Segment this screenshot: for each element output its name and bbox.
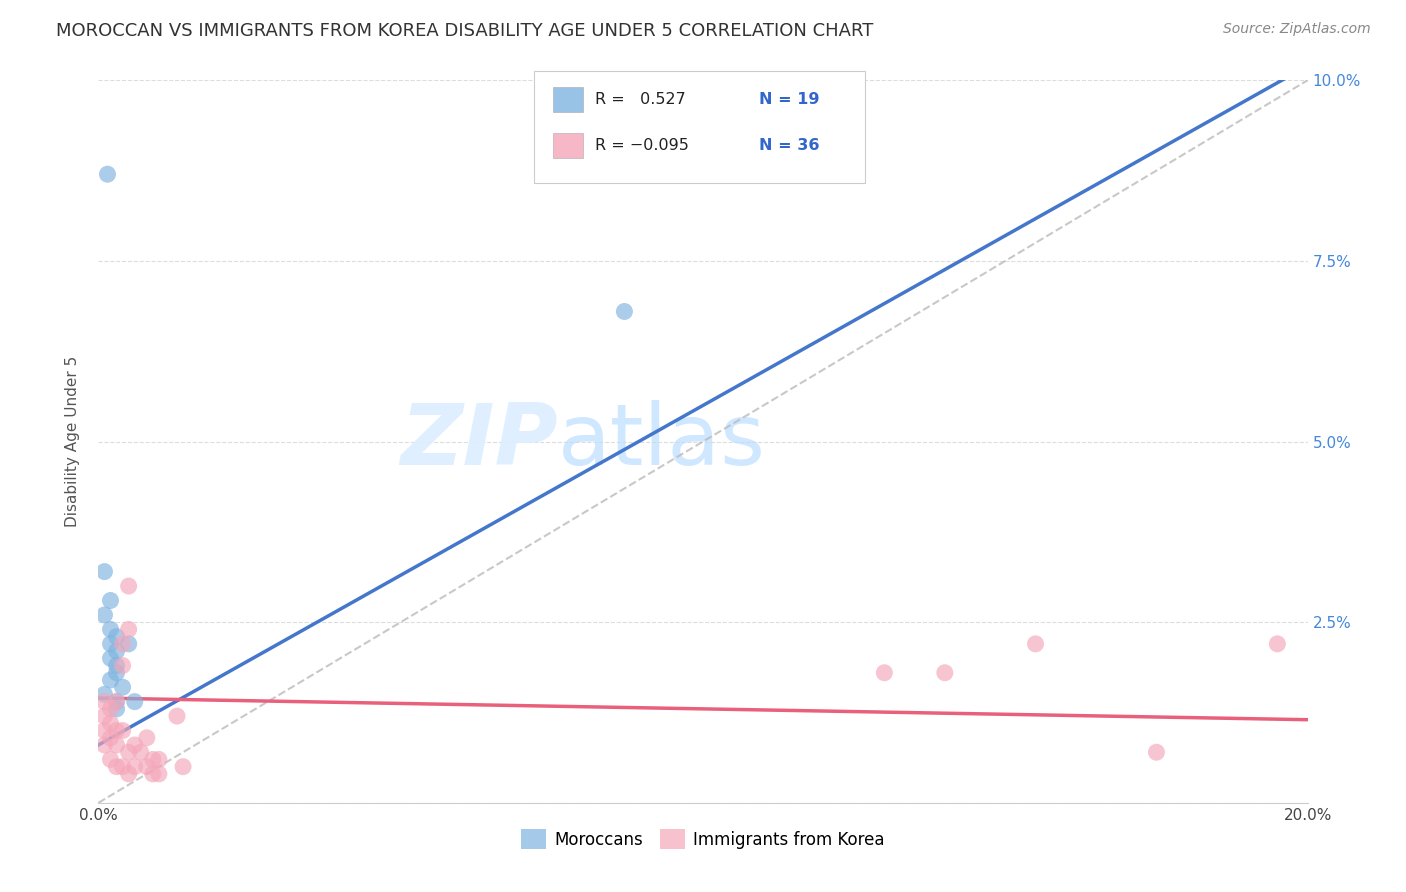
Point <box>105 695 128 709</box>
Point <box>111 723 134 738</box>
Legend: Moroccans, Immigrants from Korea: Moroccans, Immigrants from Korea <box>515 822 891 856</box>
Text: R = −0.095: R = −0.095 <box>595 138 689 153</box>
Point <box>100 637 122 651</box>
Point <box>124 738 146 752</box>
Point <box>135 731 157 745</box>
Point <box>105 760 128 774</box>
Point <box>93 687 115 701</box>
Text: N = 36: N = 36 <box>759 138 820 153</box>
Point <box>613 304 636 318</box>
Point <box>93 695 115 709</box>
Point <box>93 607 115 622</box>
Point <box>93 723 115 738</box>
Point <box>100 593 122 607</box>
Point <box>142 752 165 766</box>
Point <box>100 752 122 766</box>
Point <box>1144 745 1167 759</box>
Point <box>129 745 152 759</box>
Point <box>111 680 134 694</box>
Point <box>105 644 128 658</box>
Point <box>100 673 122 687</box>
Point <box>166 709 188 723</box>
Point <box>105 738 128 752</box>
Point <box>105 723 128 738</box>
Y-axis label: Disability Age Under 5: Disability Age Under 5 <box>65 356 80 527</box>
Text: atlas: atlas <box>558 400 766 483</box>
Point <box>111 658 134 673</box>
Text: Source: ZipAtlas.com: Source: ZipAtlas.com <box>1223 22 1371 37</box>
Point <box>1024 637 1046 651</box>
Point <box>100 716 122 731</box>
Point <box>873 665 896 680</box>
Point <box>148 767 170 781</box>
Point <box>124 760 146 774</box>
Text: ZIP: ZIP <box>401 400 558 483</box>
Point <box>1267 637 1289 651</box>
Point <box>118 767 141 781</box>
Text: N = 19: N = 19 <box>759 92 820 106</box>
Point <box>93 738 115 752</box>
Point <box>96 167 118 181</box>
Point <box>118 579 141 593</box>
Point <box>93 709 115 723</box>
Text: R =   0.527: R = 0.527 <box>595 92 686 106</box>
Point <box>118 637 141 651</box>
Point <box>105 630 128 644</box>
Text: MOROCCAN VS IMMIGRANTS FROM KOREA DISABILITY AGE UNDER 5 CORRELATION CHART: MOROCCAN VS IMMIGRANTS FROM KOREA DISABI… <box>56 22 873 40</box>
Point <box>105 658 128 673</box>
Point <box>111 637 134 651</box>
Point <box>105 665 128 680</box>
Point <box>135 760 157 774</box>
Point <box>142 767 165 781</box>
Point <box>100 623 122 637</box>
Point <box>100 651 122 665</box>
Point <box>105 702 128 716</box>
Point <box>111 760 134 774</box>
Point <box>148 752 170 766</box>
Point <box>934 665 956 680</box>
Point <box>118 745 141 759</box>
Point <box>118 623 141 637</box>
Point <box>100 702 122 716</box>
Point <box>100 731 122 745</box>
Point <box>105 695 128 709</box>
Point <box>124 695 146 709</box>
Point <box>172 760 194 774</box>
Point <box>93 565 115 579</box>
